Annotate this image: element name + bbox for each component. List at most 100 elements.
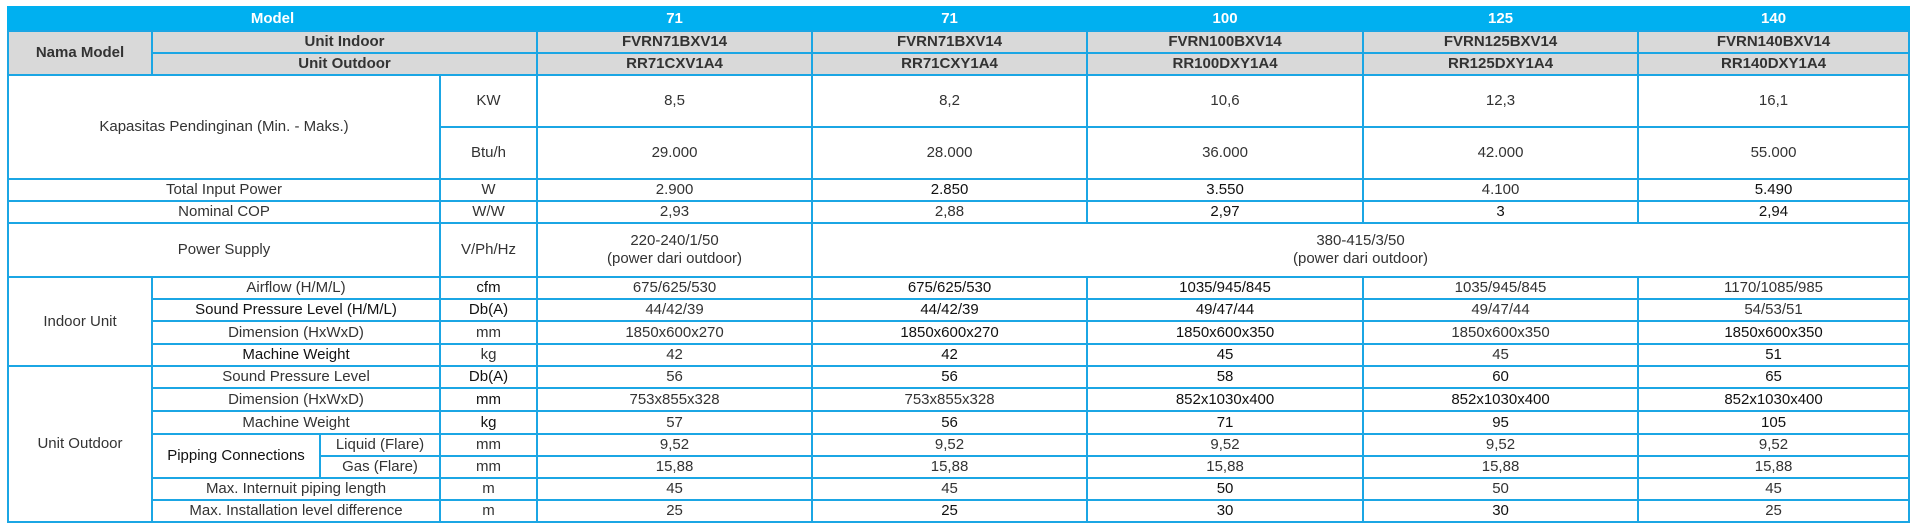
value-cell: 1850x600x350 [1637,320,1911,345]
value-cell: 51 [1637,343,1911,367]
unit-cell: cfm [438,276,539,300]
value-cell: 30 [1362,499,1640,523]
outdoor-model-cell: RR100DXY1A4 [1086,52,1365,76]
row-label: Machine Weight [151,410,441,435]
outdoor-piping-gas-row: Gas (Flare) mm 15,88 15,88 15,88 15,88 1… [8,455,1911,479]
row-label: Max. Installation level difference [151,499,441,523]
value-cell: 54/53/51 [1637,298,1911,322]
value-cell: 9,52 [1362,433,1640,457]
indoor-weight-row: Machine Weight kg 42 42 45 45 51 [8,343,1911,367]
spec-table: Model 71 71 100 125 140 Nama Model Unit … [6,6,1911,523]
power-supply-note: (power dari outdoor) [606,250,743,267]
row-label: Power Supply [7,222,441,278]
unit-cell: W/W [438,200,539,224]
value-cell: 56 [811,410,1089,435]
indoor-unit-group-label: Indoor Unit [7,276,153,367]
row-label: Airflow (H/M/L) [151,276,441,300]
row-label: Dimension (HxWxD) [151,320,441,345]
value-cell: 56 [536,365,814,389]
value-cell: 25 [536,499,814,523]
value-cell: 49/47/44 [1362,298,1640,322]
value-cell: 29.000 [536,126,814,180]
power-supply-three-phase: 380-415/3/50 (power dari outdoor) [811,222,1911,278]
unit-cell: kg [438,410,539,435]
value-cell: 25 [811,499,1089,523]
power-supply-row: Power Supply V/Ph/Hz 220-240/1/50 (power… [7,222,1911,278]
outdoor-sound-row: Unit Outdoor Sound Pressure Level Db(A) … [7,365,1911,523]
value-cell: 9,52 [536,433,814,457]
value-cell: 8,5 [536,74,814,128]
unit-cell: m [438,499,539,523]
outdoor-model-cell: RR140DXY1A4 [1637,52,1911,76]
nama-model-label: Nama Model [7,30,153,76]
value-cell: 42 [536,343,814,367]
value-cell: 45 [536,477,814,501]
value-cell: 105 [1637,410,1911,435]
value-cell: 50 [1362,477,1640,501]
value-cell: 9,52 [1086,433,1365,457]
model-cell: 140 [1637,6,1911,32]
value-cell: 45 [1086,343,1365,367]
unit-cell: mm [438,387,539,412]
indoor-airflow-row: Indoor Unit Airflow (H/M/L) cfm 675/625/… [7,276,1911,367]
row-label: Max. Internuit piping length [151,477,441,501]
value-cell: 1850x600x350 [1362,320,1640,345]
value-cell: 45 [811,477,1089,501]
row-label: Liquid (Flare) [319,433,441,457]
value-cell: 852x1030x400 [1362,387,1640,412]
indoor-model-cell: FVRN71BXV14 [536,30,814,54]
unit-cell: mm [438,433,539,457]
row-label: Dimension (HxWxD) [151,387,441,412]
value-cell: 71 [1086,410,1365,435]
value-cell: 30 [1086,499,1365,523]
value-cell: 852x1030x400 [1086,387,1365,412]
unit-cell: Db(A) [438,298,539,322]
value-cell: 42.000 [1362,126,1640,180]
row-label: Gas (Flare) [319,455,441,479]
value-cell: 2,97 [1086,200,1365,224]
value-cell: 44/42/39 [811,298,1089,322]
value-cell: 852x1030x400 [1637,387,1911,412]
value-cell: 44/42/39 [536,298,814,322]
model-cell: 71 [536,6,814,32]
unit-cell: W [438,178,539,202]
power-supply-line: 380-415/3/50 [1316,232,1405,249]
capacity-btu-row: Btu/h 29.000 28.000 36.000 42.000 55.000 [8,126,1911,180]
value-cell: 1035/945/845 [1362,276,1640,300]
model-cell: 125 [1362,6,1640,32]
value-cell: 3 [1362,200,1640,224]
value-cell: 12,3 [1362,74,1640,128]
value-cell: 4.100 [1362,178,1640,202]
value-cell: 45 [1637,477,1911,501]
row-label: Sound Pressure Level (H/M/L) [151,298,441,322]
value-cell: 15,88 [811,455,1089,479]
value-cell: 3.550 [1086,178,1365,202]
row-label: Sound Pressure Level [151,365,441,389]
value-cell: 57 [536,410,814,435]
power-supply-line: 220-240/1/50 [630,232,719,249]
value-cell: 16,1 [1637,74,1911,128]
outdoor-piping-liquid-row: Pipping Connections Liquid (Flare) mm 9,… [8,433,1911,479]
unit-cell: Db(A) [438,365,539,389]
unit-outdoor-label: Unit Outdoor [150,52,539,76]
header-row-indoor: Nama Model Unit Indoor FVRN71BXV14 FVRN7… [7,30,1911,76]
value-cell: 28.000 [811,126,1089,180]
value-cell: 49/47/44 [1086,298,1365,322]
capacity-label: Kapasitas Pendinginan (Min. - Maks.) [7,74,441,180]
indoor-dimension-row: Dimension (HxWxD) mm 1850x600x270 1850x6… [8,320,1911,345]
power-supply-single-phase: 220-240/1/50 (power dari outdoor) [536,222,814,278]
value-cell: 42 [811,343,1089,367]
header-row-outdoor: Unit Outdoor RR71CXV1A4 RR71CXY1A4 RR100… [8,52,1911,76]
value-cell: 1170/1085/985 [1637,276,1911,300]
value-cell: 1850x600x270 [536,320,814,345]
value-cell: 753x855x328 [811,387,1089,412]
outdoor-model-cell: RR71CXY1A4 [811,52,1089,76]
indoor-sound-row: Sound Pressure Level (H/M/L) Db(A) 44/42… [8,298,1911,322]
value-cell: 1850x600x350 [1086,320,1365,345]
unit-cell: mm [438,455,539,479]
value-cell: 1850x600x270 [811,320,1089,345]
value-cell: 2,88 [811,200,1089,224]
model-cell: 100 [1086,6,1365,32]
outdoor-model-cell: RR71CXV1A4 [536,52,814,76]
value-cell: 10,6 [1086,74,1365,128]
